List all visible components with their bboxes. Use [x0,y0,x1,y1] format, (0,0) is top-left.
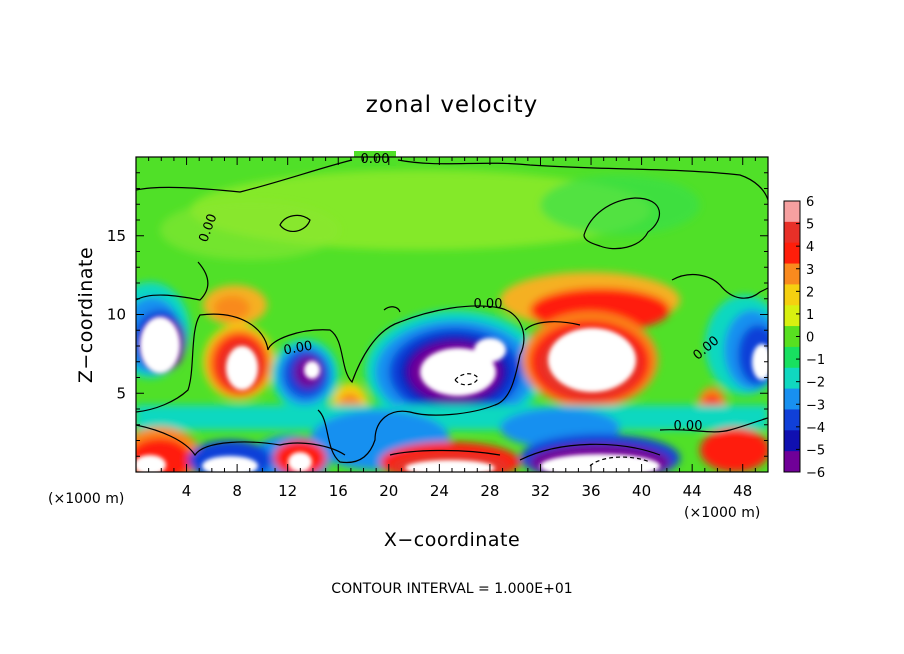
colorbar-label: 0 [806,331,814,346]
x-unit-right: (×1000 m) [684,505,760,521]
colorbar: 6 5 4 3 2 1 0 −1 −2 −3 −4 −5 −6 [783,195,825,481]
chart-title: zonal velocity [366,92,538,118]
colorbar-swatch [784,242,800,265]
colorbar-label: −2 [806,376,825,391]
colorbar-label: 1 [806,308,814,323]
contour-label: 0.00 [474,297,503,312]
colorbar-label: 2 [806,285,814,300]
colorbar-label: −6 [806,466,825,481]
colorbar-swatch [784,430,800,452]
colorbar-swatch [784,388,800,410]
y-axis: 5 10 15 [107,172,768,457]
contour-label: 0.00 [361,152,390,167]
x-axis-label: X−coordinate [384,529,520,551]
x-tick-label: 32 [531,482,550,500]
colorbar-swatch [784,284,800,306]
y-tick-label: 10 [107,306,126,324]
colorbar-swatch [784,221,800,244]
contour-label: 0.00 [283,339,314,359]
colorbar-label: −4 [806,421,825,436]
contour-lines [136,159,768,467]
colorbar-label: −5 [806,443,825,458]
y-tick-label: 5 [116,384,126,402]
x-tick-label: 36 [581,482,600,500]
contour-interval: CONTOUR INTERVAL = 1.000E+01 [331,581,572,597]
x-tick-label: 40 [632,482,651,500]
x-tick-label: 8 [232,482,242,500]
colorbar-swatch [784,263,800,285]
colorbar-swatch [784,346,800,369]
colorbar-label: 4 [806,240,814,255]
x-axis: 4 8 12 16 20 24 28 32 36 40 44 48 [148,157,756,500]
x-tick-label: 28 [480,482,499,500]
x-tick-label: 44 [683,482,702,500]
colorbar-swatch [784,305,800,327]
x-tick-label: 48 [733,482,752,500]
x-unit-left: (×1000 m) [48,491,124,507]
colorbar-swatch [784,451,800,473]
colorbar-swatch [784,326,800,348]
colorbar-label: −1 [806,353,825,368]
x-tick-label: 24 [430,482,449,500]
colorbar-label: −3 [806,398,825,413]
colorbar-label: 5 [806,218,814,233]
contour-label: 0.00 [674,419,703,434]
colorbar-swatch [784,409,800,431]
y-axis-label: Z−coordinate [75,247,97,383]
y-tick-label: 15 [107,227,126,245]
x-tick-label: 16 [329,482,348,500]
colorbar-label: 6 [806,195,814,210]
colorbar-swatch [784,367,800,390]
heatmap-field [136,157,768,472]
x-tick-label: 20 [379,482,398,500]
colorbar-label: 3 [806,263,814,278]
x-tick-label: 4 [182,482,192,500]
x-tick-label: 12 [278,482,297,500]
colorbar-swatch [784,201,800,223]
